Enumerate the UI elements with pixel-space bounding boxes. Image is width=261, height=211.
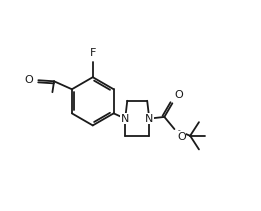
Text: N: N <box>145 114 153 124</box>
Text: O: O <box>174 90 183 100</box>
Text: F: F <box>90 48 96 58</box>
Text: O: O <box>177 132 186 142</box>
Text: O: O <box>24 75 33 85</box>
Text: N: N <box>121 114 129 124</box>
